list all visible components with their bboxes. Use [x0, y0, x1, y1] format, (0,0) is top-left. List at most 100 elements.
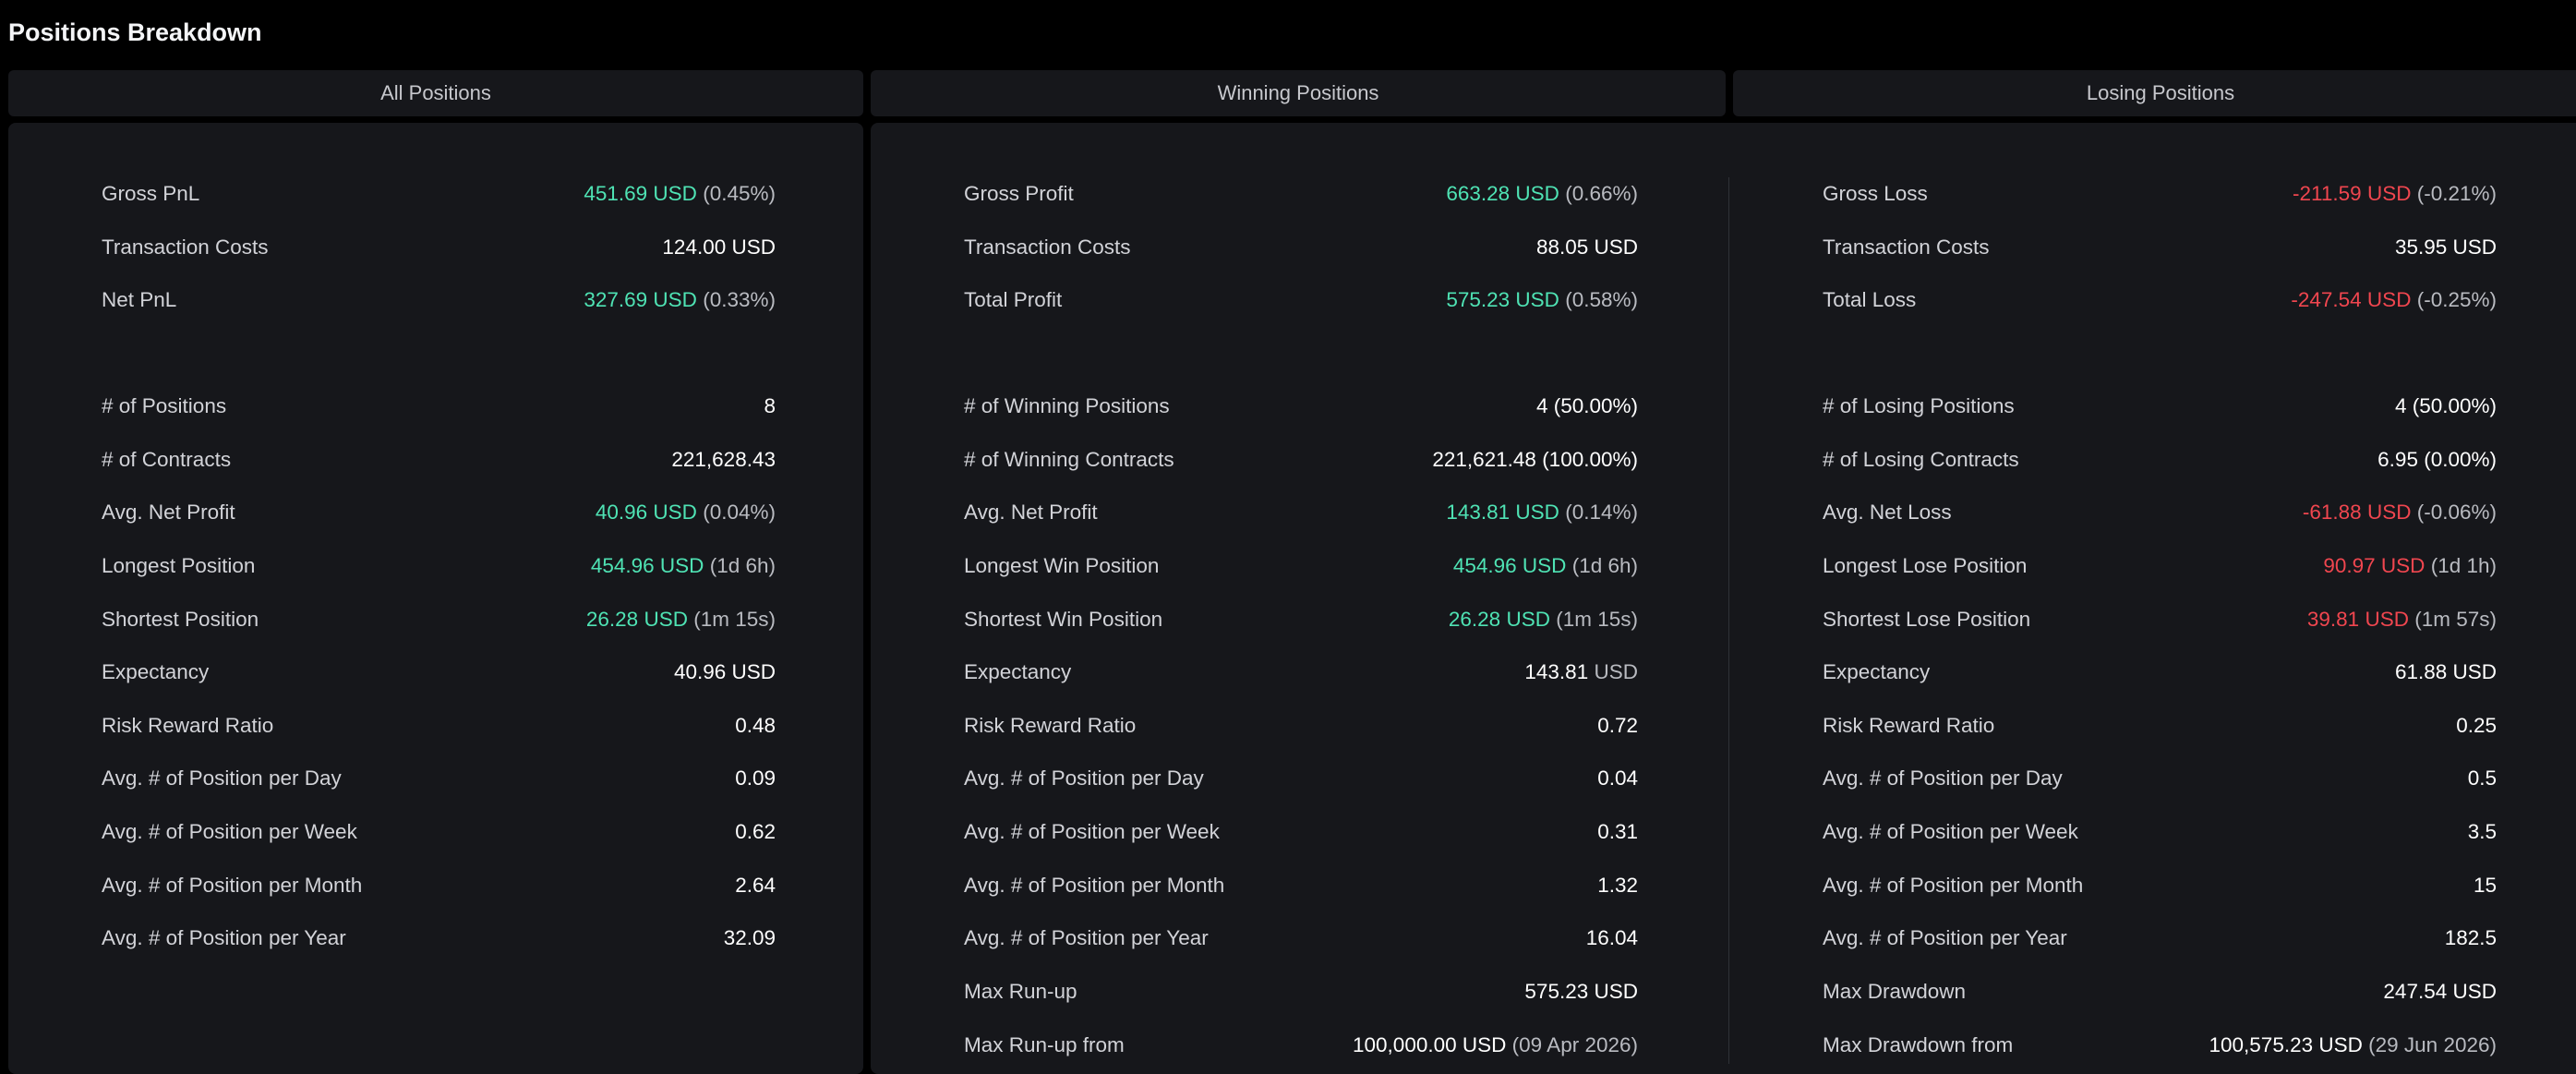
stat-label: Avg. # of Position per Week: [964, 820, 1220, 843]
stat-duration: (1d 6h): [1571, 554, 1638, 577]
stat-value: 88.05 USD: [1535, 235, 1638, 259]
stat-row-shortest-position: Shortest Position 26.28 USD (1m 15s): [102, 593, 776, 646]
stat-date: (29 Jun 2026): [2368, 1033, 2497, 1056]
stat-percent: (0.14%): [1565, 501, 1638, 524]
column-divider: [1728, 177, 1729, 1064]
stat-value: 124.00 USD: [662, 235, 776, 259]
stat-row-per-week: Avg. # of Position per Week 0.62: [102, 805, 776, 859]
stat-value: 454.96 USD: [1452, 554, 1567, 577]
tab-losing-positions[interactable]: Losing Positions: [1733, 70, 2576, 116]
stat-value: 454.96 USD: [590, 554, 704, 577]
stat-label: Risk Reward Ratio: [1823, 714, 1995, 737]
stat-value: 61.88 USD: [2394, 660, 2497, 683]
stat-label: Gross Loss: [1823, 182, 1928, 205]
stat-row-max-drawdown: Max Drawdown 247.54 USD: [1823, 965, 2497, 1019]
stat-label: Longest Position: [102, 554, 256, 577]
stat-row-expectancy: Expectancy 40.96 USD: [102, 646, 776, 699]
stat-row-gross-profit: Gross Profit 663.28 USD (0.66%): [964, 167, 1638, 221]
stat-value: 0.25: [2456, 714, 2497, 737]
stat-value: 327.69 USD: [584, 288, 697, 311]
stat-percent: (0.04%): [703, 501, 776, 524]
stat-label: Avg. # of Position per Month: [964, 874, 1225, 897]
stat-label: Gross Profit: [964, 182, 1074, 205]
stat-row-per-month: Avg. # of Position per Month 2.64: [102, 859, 776, 912]
stat-label: Shortest Win Position: [964, 608, 1163, 631]
stat-label: Avg. # of Position per Month: [102, 874, 363, 897]
stat-row-num-contracts: # of Contracts 221,628.43: [102, 433, 776, 487]
tab-all-positions[interactable]: All Positions: [8, 70, 863, 116]
stat-label: Avg. # of Position per Year: [964, 926, 1209, 949]
stat-label: Transaction Costs: [964, 235, 1131, 259]
all-positions-panel: [8, 123, 863, 1074]
stat-row-shortest-lose-position: Shortest Lose Position 39.81 USD (1m 57s…: [1823, 593, 2497, 646]
stat-label: Avg. Net Profit: [964, 501, 1098, 524]
stat-label: # of Losing Contracts: [1823, 448, 2019, 471]
stat-label: Avg. # of Position per Week: [102, 820, 357, 843]
stat-row-per-year: Avg. # of Position per Year 182.5: [1823, 911, 2497, 965]
stat-row-risk-reward: Risk Reward Ratio 0.48: [102, 699, 776, 753]
stat-duration: (1m 15s): [1556, 608, 1638, 631]
stat-value: 663.28 USD: [1446, 182, 1559, 205]
stat-value: 0.48: [735, 714, 776, 737]
stat-label: # of Losing Positions: [1823, 394, 2015, 417]
stat-row-shortest-win-position: Shortest Win Position 26.28 USD (1m 15s): [964, 593, 1638, 646]
stat-row-per-month: Avg. # of Position per Month 1.32: [964, 859, 1638, 912]
stat-label: Total Loss: [1823, 288, 1917, 311]
stat-value: 182.5: [2444, 926, 2497, 949]
stat-label: Longest Win Position: [964, 554, 1160, 577]
stat-row-longest-win-position: Longest Win Position 454.96 USD (1d 6h): [964, 539, 1638, 593]
stat-label: Risk Reward Ratio: [102, 714, 274, 737]
stat-value: 0.31: [1597, 820, 1638, 843]
stat-row-per-week: Avg. # of Position per Week 0.31: [964, 805, 1638, 859]
stat-value: 100,575.23 USD: [2209, 1033, 2363, 1056]
stat-row-num-winning-positions: # of Winning Positions 4 (50.00%): [964, 380, 1638, 433]
stat-row-per-week: Avg. # of Position per Week 3.5: [1823, 805, 2497, 859]
stat-label: Avg. # of Position per Day: [964, 766, 1204, 790]
stat-row-risk-reward: Risk Reward Ratio 0.72: [964, 699, 1638, 753]
stat-percent: (-0.25%): [2416, 288, 2497, 311]
stat-value: 40.96 USD: [673, 660, 776, 683]
stat-row-longest-position: Longest Position 454.96 USD (1d 6h): [102, 539, 776, 593]
stat-row-per-year: Avg. # of Position per Year 32.09: [102, 911, 776, 965]
stat-row-num-positions: # of Positions 8: [102, 380, 776, 433]
stat-label: Expectancy: [1823, 660, 1931, 683]
stat-label: Max Run-up: [964, 980, 1077, 1003]
stat-row-avg-net-loss: Avg. Net Loss -61.88 USD (-0.06%): [1823, 486, 2497, 539]
stat-label: Max Run-up from: [964, 1033, 1125, 1056]
stat-label: # of Contracts: [102, 448, 232, 471]
stat-row-num-losing-contracts: # of Losing Contracts 6.95 (0.00%): [1823, 433, 2497, 487]
stat-label: Shortest Position: [102, 608, 259, 631]
stat-value: 15: [2473, 874, 2497, 897]
stat-label: # of Winning Contracts: [964, 448, 1174, 471]
stat-row-max-runup: Max Run-up 575.23 USD: [964, 965, 1638, 1019]
stat-value: 247.54 USD: [2383, 980, 2497, 1003]
stat-row-max-runup-from: Max Run-up from 100,000.00 USD (09 Apr 2…: [964, 1019, 1638, 1072]
stat-label: Avg. # of Position per Day: [102, 766, 342, 790]
stat-value: 26.28 USD: [1448, 608, 1550, 631]
stat-row-gross-loss: Gross Loss -211.59 USD (-0.21%): [1823, 167, 2497, 221]
stat-label: Avg. # of Position per Week: [1823, 820, 2078, 843]
stat-percent: (0.33%): [703, 288, 776, 311]
stat-duration: (1d 6h): [709, 554, 776, 577]
stat-row-transaction-costs: Transaction Costs 35.95 USD: [1823, 221, 2497, 274]
tab-winning-positions[interactable]: Winning Positions: [871, 70, 1726, 116]
stat-label: Transaction Costs: [1823, 235, 1990, 259]
stat-value: 221,628.43: [671, 448, 776, 471]
stat-label: Max Drawdown: [1823, 980, 1967, 1003]
stat-row-expectancy: Expectancy 61.88 USD: [1823, 646, 2497, 699]
stat-value: 575.23 USD: [1446, 288, 1559, 311]
stat-percent: (0.45%): [703, 182, 776, 205]
stat-value: 575.23 USD: [1524, 980, 1638, 1003]
stat-value: 1.32: [1597, 874, 1638, 897]
stat-duration: (1d 1h): [2430, 554, 2497, 577]
stat-value: 39.81 USD: [2306, 608, 2409, 631]
stat-label: Avg. # of Position per Month: [1823, 874, 2084, 897]
stat-row-per-day: Avg. # of Position per Day 0.09: [102, 752, 776, 805]
stat-label: Avg. # of Position per Year: [1823, 926, 2067, 949]
stat-row-per-day: Avg. # of Position per Day 0.04: [964, 752, 1638, 805]
stat-percent: (-0.21%): [2416, 182, 2497, 205]
stat-label: Avg. # of Position per Day: [1823, 766, 2063, 790]
stat-label: Shortest Lose Position: [1823, 608, 2031, 631]
stat-value: 32.09: [723, 926, 776, 949]
stat-label: Longest Lose Position: [1823, 554, 2028, 577]
